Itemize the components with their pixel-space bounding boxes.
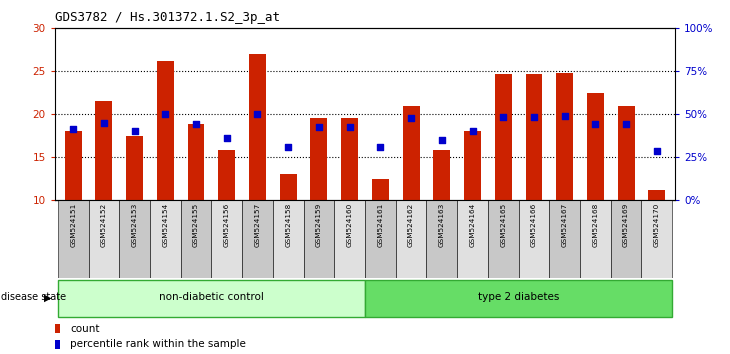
Text: GSM524167: GSM524167 — [561, 202, 568, 247]
Point — [497, 114, 509, 120]
Text: GSM524158: GSM524158 — [285, 202, 291, 247]
Text: GSM524166: GSM524166 — [531, 202, 537, 247]
Bar — [518, 200, 549, 278]
Bar — [218, 150, 235, 200]
Bar — [648, 190, 665, 200]
Bar — [181, 200, 212, 278]
Bar — [96, 101, 112, 200]
Bar — [426, 200, 457, 278]
Bar — [457, 200, 488, 278]
Point — [590, 122, 602, 127]
Bar — [304, 200, 334, 278]
Bar — [365, 280, 672, 316]
Text: non-diabetic control: non-diabetic control — [159, 292, 264, 302]
Text: GSM524151: GSM524151 — [70, 202, 76, 247]
Text: ▶: ▶ — [44, 292, 51, 302]
Text: GSM524162: GSM524162 — [408, 202, 414, 247]
Bar — [464, 131, 481, 200]
Bar — [280, 174, 296, 200]
Point — [221, 135, 233, 141]
Text: GSM524169: GSM524169 — [623, 202, 629, 247]
Bar — [372, 178, 389, 200]
Point — [313, 124, 325, 130]
Text: GSM524159: GSM524159 — [316, 202, 322, 247]
Bar — [273, 200, 304, 278]
Bar — [150, 200, 181, 278]
Text: GSM524160: GSM524160 — [347, 202, 353, 247]
Text: GDS3782 / Hs.301372.1.S2_3p_at: GDS3782 / Hs.301372.1.S2_3p_at — [55, 11, 280, 24]
Point — [67, 126, 79, 132]
Text: GSM524164: GSM524164 — [469, 202, 475, 247]
Text: GSM524156: GSM524156 — [224, 202, 230, 247]
Bar — [157, 61, 174, 200]
Bar — [556, 73, 573, 200]
Bar — [403, 105, 420, 200]
Text: GSM524154: GSM524154 — [162, 202, 169, 247]
Bar — [58, 200, 88, 278]
Bar — [587, 93, 604, 200]
Text: type 2 diabetes: type 2 diabetes — [478, 292, 559, 302]
Point — [559, 113, 571, 119]
Point — [405, 116, 417, 121]
Point — [252, 111, 264, 117]
Text: GSM524157: GSM524157 — [255, 202, 261, 247]
Bar — [119, 200, 150, 278]
Bar — [580, 200, 611, 278]
Bar — [58, 280, 365, 316]
Bar — [55, 340, 60, 349]
Point — [98, 120, 110, 126]
Bar — [611, 200, 642, 278]
Text: GSM524165: GSM524165 — [500, 202, 506, 247]
Bar — [334, 200, 365, 278]
Point — [651, 148, 663, 154]
Bar — [341, 119, 358, 200]
Point — [436, 137, 447, 143]
Text: count: count — [70, 324, 100, 333]
Bar — [642, 200, 672, 278]
Point — [344, 124, 356, 130]
Text: GSM524168: GSM524168 — [592, 202, 599, 247]
Point — [374, 144, 386, 150]
Bar — [549, 200, 580, 278]
Point — [191, 122, 202, 127]
Bar — [188, 125, 204, 200]
Point — [159, 111, 171, 117]
Bar — [310, 119, 327, 200]
Text: disease state: disease state — [1, 292, 66, 302]
Bar — [365, 200, 396, 278]
Bar — [212, 200, 242, 278]
Text: GSM524161: GSM524161 — [377, 202, 383, 247]
Bar — [88, 200, 119, 278]
Bar — [618, 105, 634, 200]
Point — [466, 129, 478, 134]
Bar — [488, 200, 518, 278]
Point — [128, 129, 140, 134]
Point — [528, 114, 539, 120]
Bar — [495, 74, 512, 200]
Bar — [242, 200, 273, 278]
Bar — [526, 74, 542, 200]
Text: GSM524152: GSM524152 — [101, 202, 107, 247]
Text: GSM524170: GSM524170 — [654, 202, 660, 247]
Text: percentile rank within the sample: percentile rank within the sample — [70, 339, 246, 349]
Bar — [65, 131, 82, 200]
Bar — [396, 200, 426, 278]
Point — [283, 144, 294, 150]
Text: GSM524155: GSM524155 — [193, 202, 199, 247]
Bar — [55, 324, 60, 333]
Text: GSM524163: GSM524163 — [439, 202, 445, 247]
Bar — [126, 136, 143, 200]
Point — [620, 122, 632, 127]
Bar — [249, 54, 266, 200]
Text: GSM524153: GSM524153 — [131, 202, 138, 247]
Bar — [434, 150, 450, 200]
